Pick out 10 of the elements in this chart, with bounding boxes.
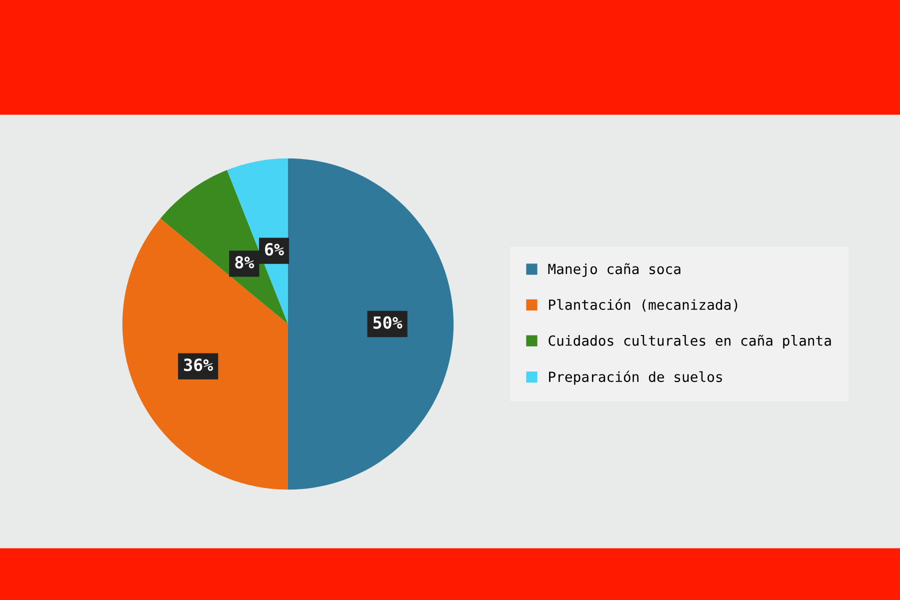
data-label: 6% bbox=[265, 243, 284, 256]
legend-label: Preparación de suelos bbox=[549, 370, 722, 385]
legend-label: Plantación (mecanizada) bbox=[549, 298, 738, 312]
pie-slice bbox=[122, 218, 288, 490]
pie-slice bbox=[288, 158, 454, 490]
data-label: 50% bbox=[373, 316, 402, 329]
data-label: 36% bbox=[184, 358, 214, 372]
legend-label: Manejo caña soca bbox=[548, 263, 680, 277]
data-label: 8% bbox=[235, 256, 254, 269]
legend-label: Cuidados culturales en caña planta bbox=[548, 334, 831, 349]
